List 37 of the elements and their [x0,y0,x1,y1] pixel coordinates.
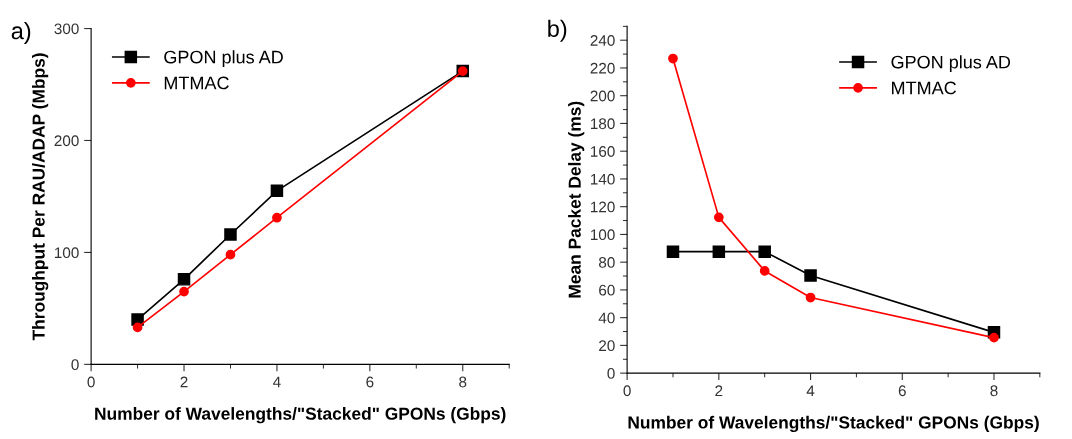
y-tick-label: 60 [599,284,615,296]
x-tick-label: 8 [990,385,998,397]
y-tick-label: 240 [590,35,615,46]
y-tick-label: 120 [590,201,615,213]
x-tick-label: 4 [273,376,281,388]
legend-label: MTMAC [164,76,229,90]
chart-title: b) [548,19,567,42]
chart-title: a) [11,21,31,44]
x-tick-label: 0 [623,385,631,397]
y-tick-label: 220 [590,62,615,74]
y-tick-label: 140 [590,173,615,185]
x-tick-label: 6 [898,385,906,397]
y-tick-label: 200 [590,90,615,102]
y-tick-label: 0 [607,368,615,379]
y-tick-label: 200 [54,135,79,147]
y-tick-label: 100 [590,229,615,241]
x-tick-label: 2 [180,376,188,388]
y-tick-label: 160 [590,146,615,157]
legend-label: MTMAC [892,81,957,95]
y-axis-title: Mean Packet Delay (ms) [568,101,585,298]
y-tick-label: 40 [598,312,615,324]
legend-label: GPON plus AD [891,55,1011,73]
y-tick-label: 80 [598,257,615,268]
y-tick-label: 300 [54,23,79,35]
legend-label: GPON plus AD [164,50,283,68]
x-tick-label: 6 [366,376,374,388]
x-axis-title: Number of Wavelengths/"Stacked" GPONs (Gbps) [95,407,506,424]
x-axis-title: Number of Wavelengths/"Stacked" GPONs (Gbps) [628,415,1039,433]
y-tick-label: 180 [590,118,615,130]
y-tick-label: 20 [599,340,615,352]
x-tick-label: 0 [87,376,95,388]
y-tick-label: 100 [54,247,79,259]
y-axis-title: Throughput Per RAU/ADAP (Mbps) [32,53,49,341]
y-tick-label: 0 [71,359,79,371]
x-tick-label: 4 [806,385,815,397]
x-tick-label: 2 [715,385,723,397]
x-tick-label: 8 [459,376,467,388]
